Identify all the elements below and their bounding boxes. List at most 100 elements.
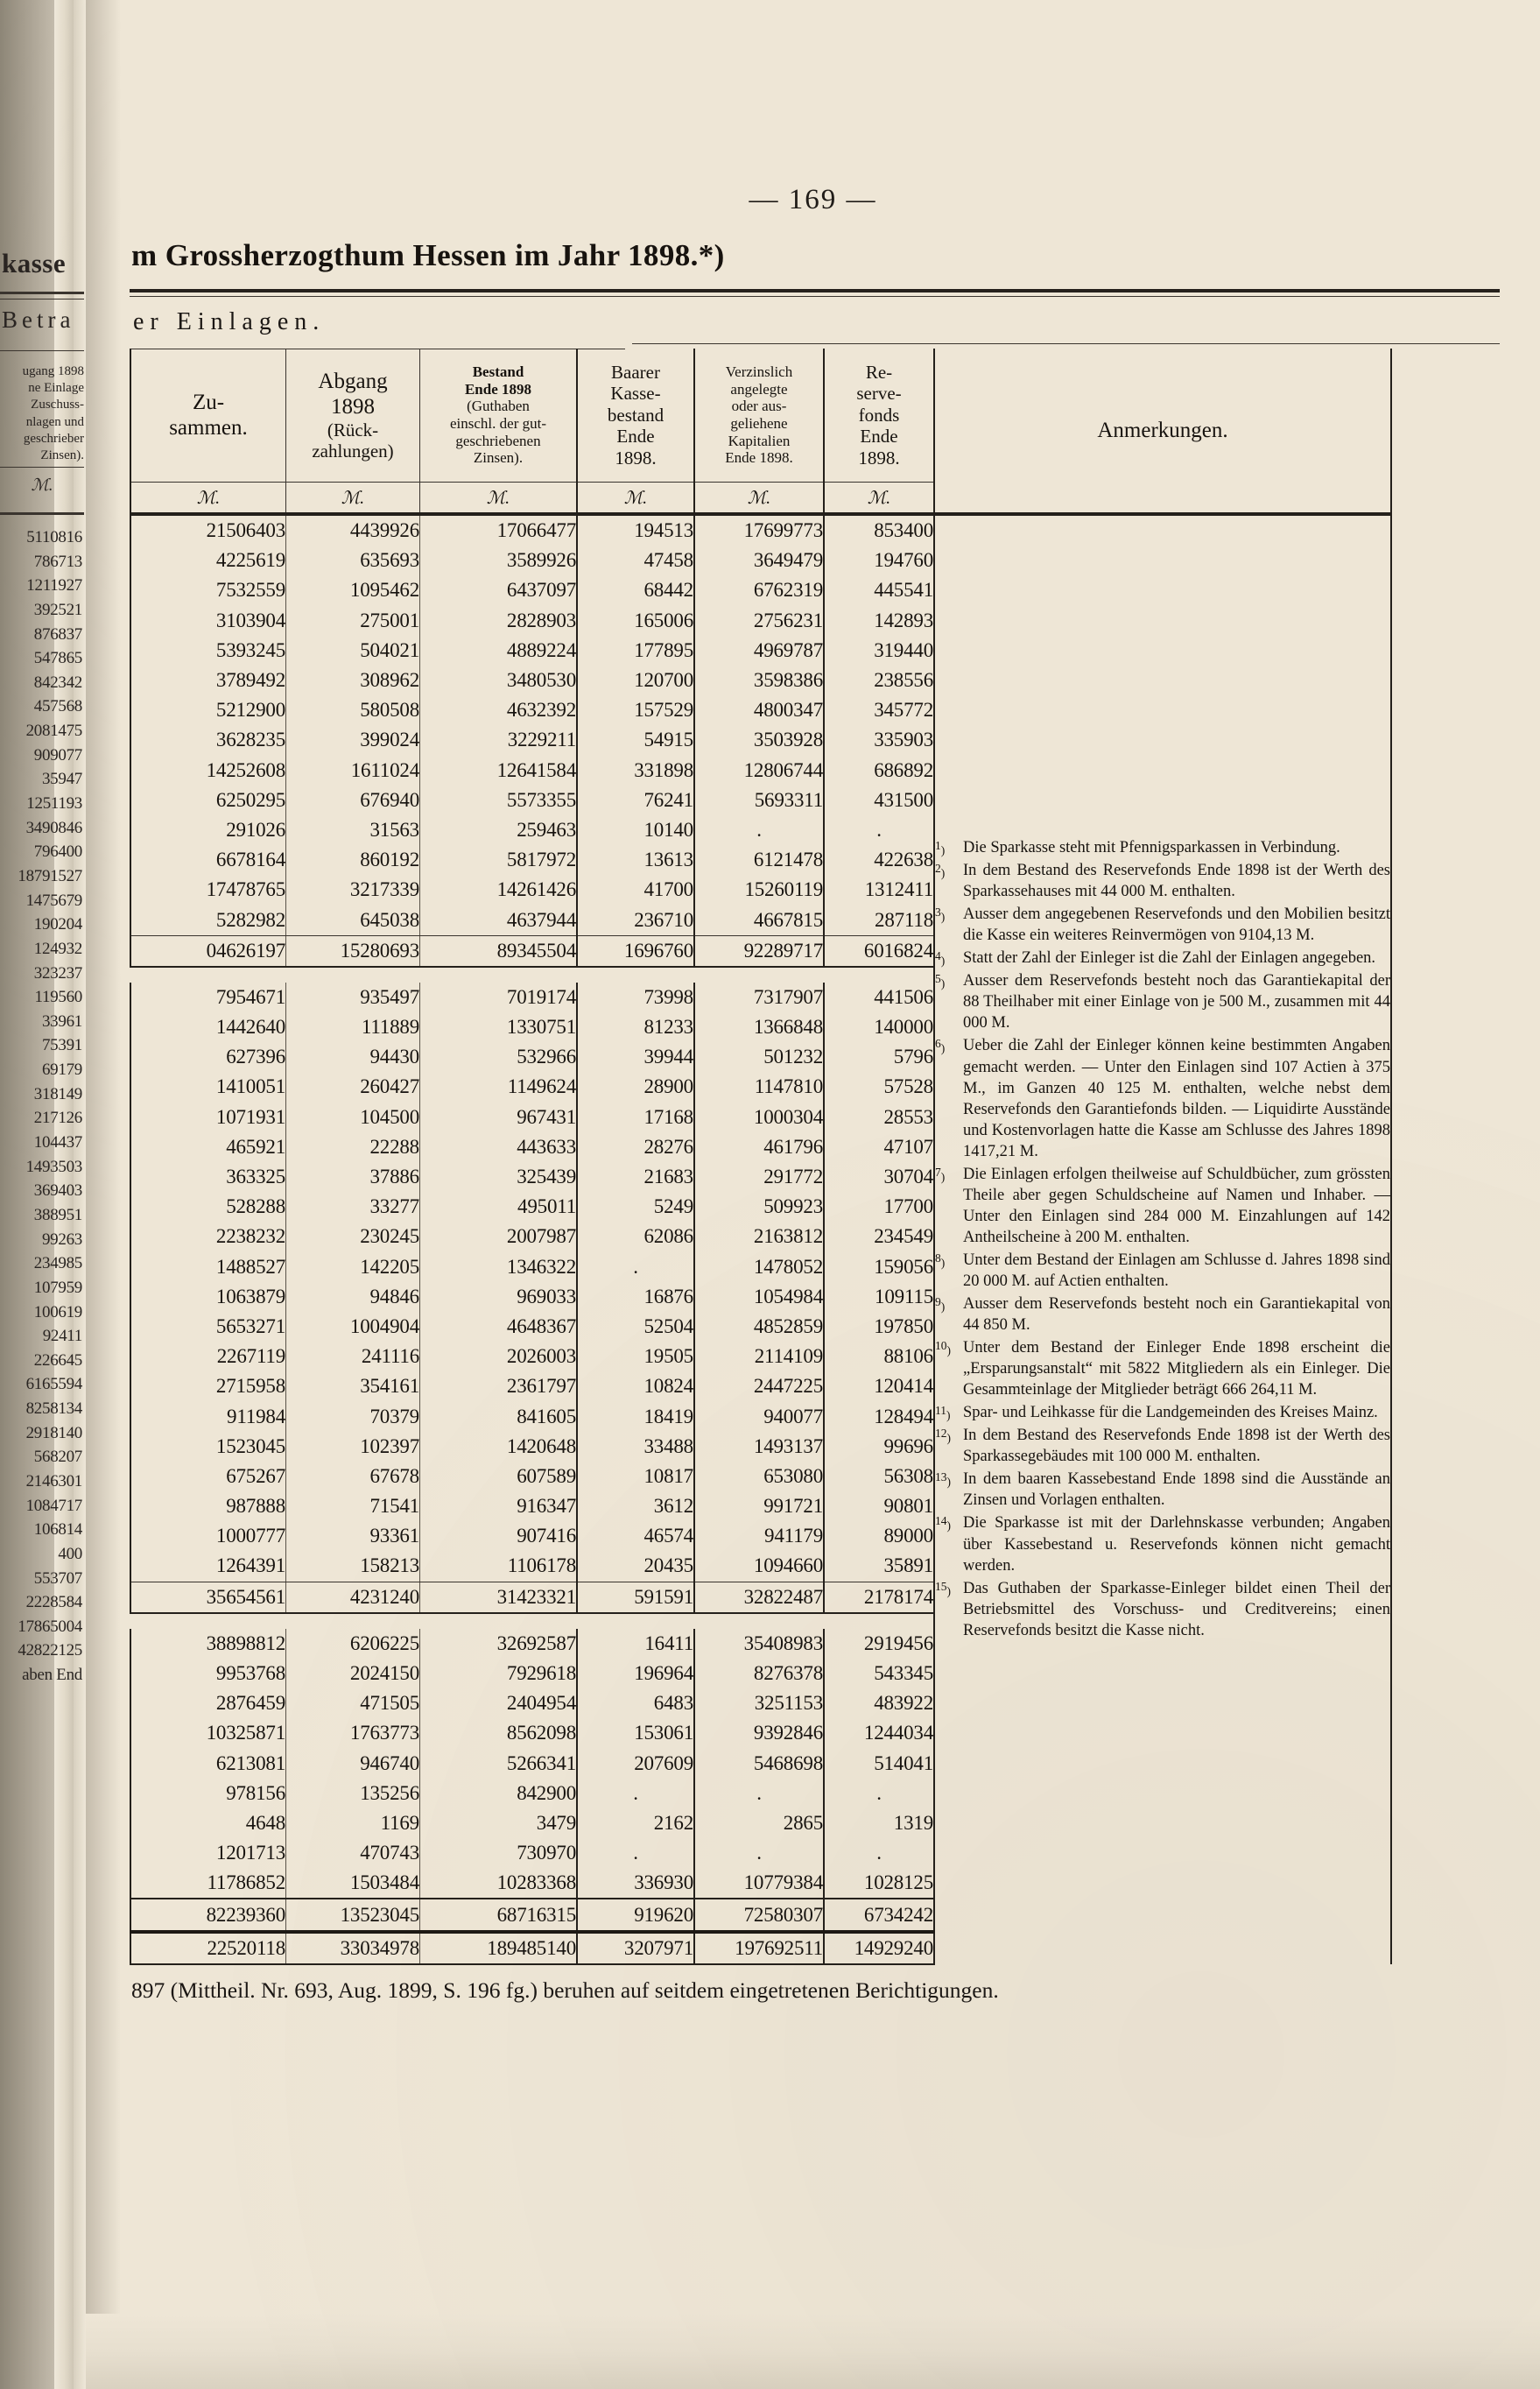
table-cell: 528288 — [130, 1192, 286, 1223]
table-cell: 946740 — [285, 1748, 420, 1779]
table-cell: 2026003 — [419, 1342, 577, 1372]
table-cell: 234549 — [823, 1222, 935, 1252]
table-cell: 941179 — [693, 1521, 824, 1552]
table-cell: 56308 — [823, 1461, 935, 1491]
table-cell: 645038 — [285, 905, 420, 936]
table-cell: 20435 — [576, 1551, 694, 1582]
table-row: 1442640 111889 1330751 81233 1366848 140000 — [130, 1012, 1391, 1043]
table-cell: 8276378 — [693, 1658, 824, 1689]
table-row: 911984 70379 841605 18419 940077 128494 — [130, 1401, 1391, 1432]
table-cell: 331898 — [576, 755, 694, 786]
table-cell: 9392846 — [693, 1718, 824, 1749]
table-cell: 15260119 — [693, 875, 824, 906]
table-cell: 3789492 — [130, 665, 286, 696]
table-cell: 47458 — [576, 546, 694, 576]
table-row: 82239360 13523045 68716315 919620 72580307 67… — [130, 1898, 1391, 1934]
book-gutter-shadow — [0, 0, 54, 2389]
table-cell: 4648 — [130, 1808, 286, 1839]
table-cell: 978156 — [130, 1778, 286, 1808]
table-cell: 6678164 — [130, 845, 286, 876]
annotation-text: Spar- und Leihkasse für die Landgemeinde… — [963, 1404, 1378, 1422]
table-cell: 4225619 — [130, 546, 286, 576]
table-cell: 17700 — [823, 1192, 935, 1223]
table-cell: 4969787 — [693, 635, 824, 666]
table-cell: . — [823, 1778, 935, 1808]
table-cell: 1523045 — [130, 1431, 286, 1462]
table-cell: 5653271 — [130, 1311, 286, 1342]
table-cell: 30704 — [823, 1161, 935, 1193]
table-cell: 4648367 — [419, 1311, 577, 1342]
table-cell: 1319 — [823, 1808, 935, 1839]
table-cell: 3103904 — [130, 605, 286, 636]
table-cell: 431500 — [823, 785, 935, 815]
annotation-marker: 12) — [935, 1427, 951, 1445]
table-cell: 38898812 — [130, 1628, 286, 1659]
table-cell: 291026 — [130, 814, 286, 846]
table-cell: 5393245 — [130, 635, 286, 666]
table-cell: . — [823, 1838, 935, 1869]
table-cell: 120700 — [576, 665, 694, 696]
table-cell: 10140 — [576, 814, 694, 846]
table-cell: 3479 — [419, 1808, 577, 1839]
annotation-marker: 4) — [935, 949, 946, 968]
annotation-marker: 1) — [935, 839, 946, 857]
table-cell: 13523045 — [285, 1898, 420, 1934]
table-cell: 6250295 — [130, 785, 286, 815]
table-cell: 2267119 — [130, 1342, 286, 1372]
table-cell: 3480530 — [419, 665, 577, 696]
table-cell: 860192 — [285, 845, 420, 876]
annotation-item: 4) Statt der Zahl der Einleger ist die Za… — [935, 948, 1390, 969]
table-row: 10325871 1763773 8562098 153061 9392846 12440… — [130, 1718, 1391, 1749]
table-cell: 919620 — [576, 1898, 694, 1934]
table-cell: 580508 — [285, 695, 420, 726]
table-cell: 6437097 — [419, 575, 577, 606]
table-cell: 1201713 — [130, 1838, 286, 1869]
table-cell: 2828903 — [419, 605, 577, 636]
annotation-item: 12) In dem Bestand des Reservefonds Ende … — [935, 1425, 1390, 1467]
table-cell: 68442 — [576, 575, 694, 606]
table-cell: 3598386 — [693, 665, 824, 696]
annotation-item: 13) In dem baaren Kassebestand Ende 1898 … — [935, 1469, 1390, 1511]
table-cell: 1442640 — [130, 1012, 286, 1043]
table-cell: 1264391 — [130, 1551, 286, 1582]
table-cell: . — [693, 1838, 824, 1869]
table-cell: 10779384 — [693, 1868, 824, 1899]
table-cell: 153061 — [576, 1718, 694, 1749]
table-cell: 70379 — [285, 1401, 420, 1432]
annotation-text: Die Sparkasse steht mit Pfennigsparkasse… — [963, 839, 1340, 857]
table-cell: 13613 — [576, 845, 694, 876]
annotation-item: 6) Ueber die Zahl der Einleger können kei… — [935, 1035, 1390, 1161]
table-cell: 2404954 — [419, 1688, 577, 1719]
table-cell: 19505 — [576, 1342, 694, 1372]
table-cell: 1696760 — [576, 935, 694, 968]
table-row: 465921 22288 443633 28276 461796 47107 — [130, 1131, 1391, 1162]
annotation-marker: 9) — [935, 1295, 946, 1314]
table-cell: 21506403 — [130, 514, 286, 546]
annotation-item: 14) Die Sparkasse ist mit der Darlehnskas… — [935, 1512, 1390, 1575]
table-cell: 916347 — [419, 1491, 577, 1522]
table-cell: 90801 — [823, 1491, 935, 1522]
table-cell: 627396 — [130, 1042, 286, 1073]
table-header-row: Zu-sammen. Abgang 1898 (Rück-zahlungen) B… — [130, 349, 1392, 516]
table-cell: 1147810 — [693, 1072, 824, 1103]
annotation-marker: 11) — [935, 1404, 951, 1422]
table-cell: 81233 — [576, 1012, 694, 1043]
table-cell: 8562098 — [419, 1718, 577, 1749]
table-cell: 1330751 — [419, 1012, 577, 1043]
annotation-text: Die Einlagen erfolgen theilweise auf Sch… — [963, 1165, 1390, 1246]
table-cell: 194513 — [576, 514, 694, 546]
table-cell: 842900 — [419, 1778, 577, 1808]
table-cell: 109115 — [823, 1281, 935, 1312]
col-header-anmerkungen: Anmerkungen. — [934, 349, 1392, 516]
table-cell: 1054984 — [693, 1281, 824, 1312]
table-cell: 7019174 — [419, 982, 577, 1012]
table-cell: 14261426 — [419, 875, 577, 906]
annotation-item: 8) Unter dem Bestand der Einlagen am Schl… — [935, 1250, 1390, 1292]
currency-symbol: ℳ. — [576, 482, 694, 516]
table-cell: 1071931 — [130, 1102, 286, 1132]
table-cell: 4667815 — [693, 905, 824, 936]
table-cell: 10824 — [576, 1371, 694, 1402]
table-row: 6678164 860192 5817972 13613 6121478 422638 — [130, 845, 1391, 876]
annotation-marker: 15) — [935, 1579, 951, 1598]
table-cell: 10283368 — [419, 1868, 577, 1899]
